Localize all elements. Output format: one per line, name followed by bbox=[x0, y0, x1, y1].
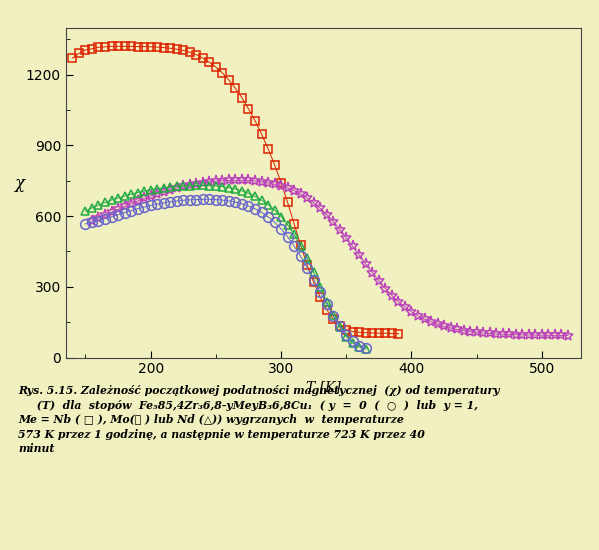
Text: Rys. 5.15. Zależność początkowej podatności magnetycznej  (χ) od temperatury
   : Rys. 5.15. Zależność początkowej podatno… bbox=[18, 385, 500, 454]
Y-axis label: χ: χ bbox=[16, 175, 25, 192]
X-axis label: T [K]: T [K] bbox=[306, 381, 341, 394]
